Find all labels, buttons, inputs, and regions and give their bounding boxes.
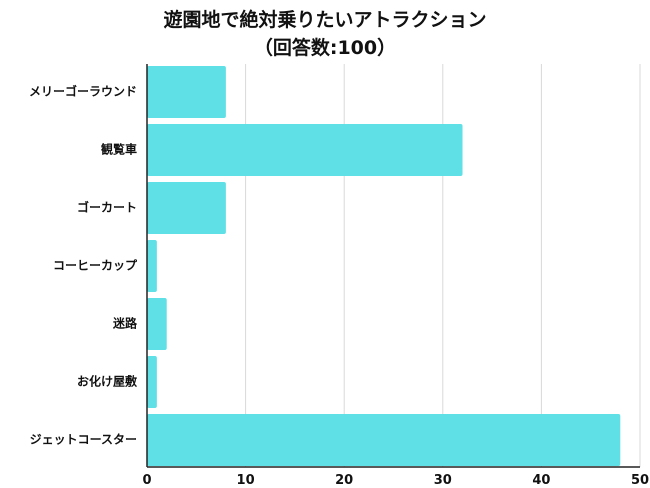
category-label-5: お化け屋敷 [77, 374, 138, 389]
chart-title: 遊園地で絶対乗りたいアトラクション [163, 9, 487, 31]
x-tick-label-50: 50 [631, 473, 649, 488]
category-label-1: 観覧車 [101, 142, 137, 157]
category-label-0: メリーゴーラウンド [29, 84, 137, 99]
bar-0 [147, 66, 226, 118]
bar-3 [147, 240, 157, 292]
category-label-2: ゴーカート [77, 200, 137, 215]
x-tick-label-0: 0 [142, 473, 151, 488]
bar-5 [147, 356, 157, 408]
bar-2 [147, 182, 226, 234]
x-tick-label-10: 10 [237, 473, 255, 488]
x-tick-label-30: 30 [434, 473, 452, 488]
x-tick-label-40: 40 [532, 473, 550, 488]
bar-4 [147, 298, 167, 350]
bar-1 [147, 124, 463, 176]
x-tick-label-20: 20 [335, 473, 353, 488]
chart-subtitle: （回答数:100） [253, 37, 397, 59]
category-label-6: ジェットコースター [30, 433, 137, 447]
category-label-4: 迷路 [112, 316, 138, 331]
category-label-3: コーヒーカップ [53, 258, 138, 273]
bar-6 [147, 414, 621, 466]
